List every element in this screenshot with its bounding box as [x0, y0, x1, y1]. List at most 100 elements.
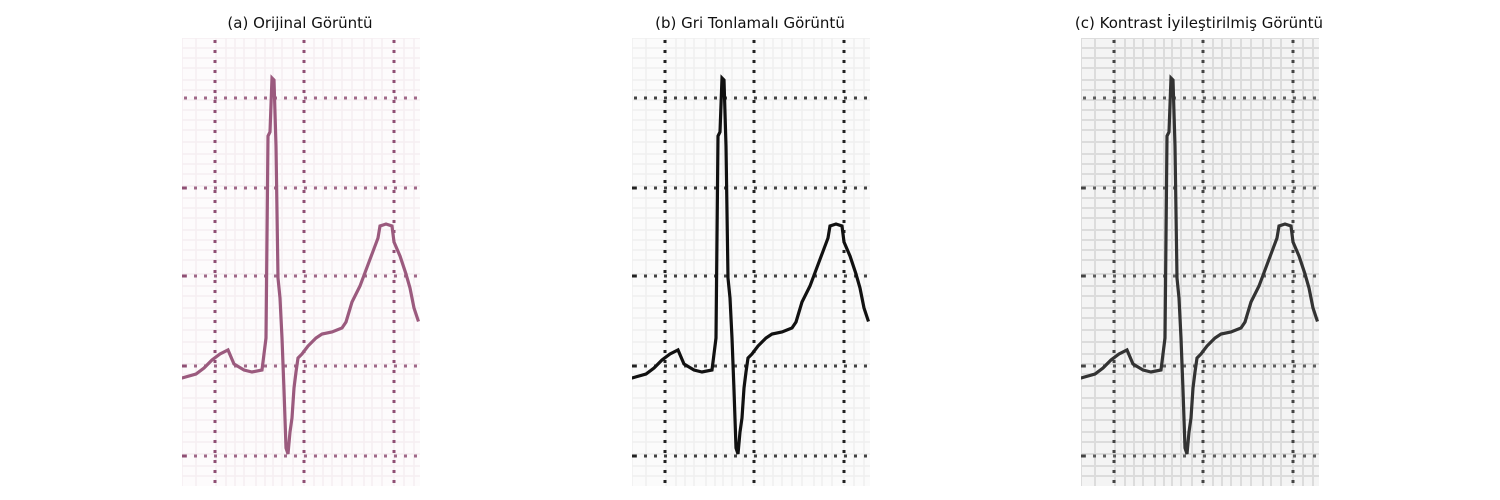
grid-dot	[1291, 440, 1295, 443]
grid-dot	[334, 454, 337, 458]
grid-dot	[1112, 210, 1116, 213]
grid-dot	[392, 200, 396, 203]
grid-dot	[664, 186, 667, 190]
grid-dot	[694, 96, 697, 100]
grid-dot	[1201, 420, 1205, 423]
grid-dot	[854, 186, 857, 190]
grid-dot	[752, 260, 756, 263]
grid-dot	[814, 364, 817, 368]
grid-dot	[1291, 120, 1295, 123]
grid-dot	[1112, 70, 1116, 73]
grid-dot	[704, 454, 707, 458]
grid-dot	[1203, 96, 1206, 100]
grid-dot	[1213, 186, 1216, 190]
grid-dot	[213, 110, 217, 113]
grid-dot	[864, 186, 867, 190]
grid-dot	[392, 360, 396, 363]
grid-dot	[1293, 274, 1296, 278]
grid-dot	[394, 274, 397, 278]
grid-dot	[754, 186, 757, 190]
panel-b-title: (b) Gri Tonlamalı Görüntü	[655, 14, 845, 32]
grid-dot	[842, 290, 846, 293]
grid-dot	[1133, 96, 1136, 100]
grid-dot	[1183, 364, 1186, 368]
grid-dot	[302, 140, 306, 143]
grid-dot	[1112, 250, 1116, 253]
grid-dot	[1081, 454, 1085, 458]
grid-dot	[1291, 80, 1295, 83]
grid-dot	[304, 274, 307, 278]
grid-dot	[794, 96, 797, 100]
grid-dot	[1093, 96, 1096, 100]
grid-dot	[1163, 186, 1166, 190]
grid-dot	[842, 270, 846, 273]
grid-dot	[1233, 96, 1236, 100]
grid-dot	[663, 330, 667, 333]
grid-dot	[364, 186, 367, 190]
grid-dot	[392, 110, 396, 113]
grid-dot	[704, 274, 707, 278]
grid-dot	[213, 80, 217, 83]
grid-dot	[1112, 460, 1116, 463]
grid-dot	[392, 160, 396, 163]
grid-dot	[392, 190, 396, 193]
grid-dot	[213, 220, 217, 223]
grid-dot	[392, 210, 396, 213]
grid-dot	[842, 170, 846, 173]
grid-dot	[1201, 390, 1205, 393]
grid-dot	[842, 180, 846, 183]
ecg-trace	[182, 74, 420, 455]
grid-dot	[644, 274, 647, 278]
grid-dot	[1153, 274, 1156, 278]
grid-dot	[392, 60, 396, 63]
grid-dot	[1143, 96, 1146, 100]
grid-dot	[664, 364, 667, 368]
grid-dot	[1112, 340, 1116, 343]
grid-dot	[1291, 360, 1295, 363]
grid-dot	[663, 240, 667, 243]
grid-dot	[204, 274, 207, 278]
grid-dot	[1253, 96, 1256, 100]
grid-dot	[663, 130, 667, 133]
grid-dot	[194, 274, 197, 278]
grid-dot	[404, 364, 407, 368]
grid-dot	[392, 80, 396, 83]
grid-dot	[254, 364, 257, 368]
grid-dot	[752, 480, 756, 483]
grid-dot	[1291, 70, 1295, 73]
grid-dot	[842, 460, 846, 463]
grid-dot	[344, 454, 347, 458]
grid-dot	[1291, 300, 1295, 303]
grid-dot	[213, 90, 217, 93]
grid-dot	[344, 96, 347, 100]
grid-dot	[764, 364, 767, 368]
grid-dot	[1213, 454, 1216, 458]
grid-dot	[784, 454, 787, 458]
grid-dot	[1081, 186, 1085, 190]
grid-dot	[663, 170, 667, 173]
grid-dot	[752, 100, 756, 103]
grid-dot	[324, 364, 327, 368]
grid-dot	[392, 100, 396, 103]
grid-dot	[842, 140, 846, 143]
grid-dot	[752, 380, 756, 383]
grid-dot	[664, 274, 667, 278]
grid-dot	[752, 300, 756, 303]
grid-dot	[1143, 274, 1146, 278]
grid-dot	[384, 274, 387, 278]
grid-dot	[213, 230, 217, 233]
grid-dot	[663, 390, 667, 393]
grid-dot	[392, 170, 396, 173]
grid-dot	[392, 470, 396, 473]
grid-dot	[213, 360, 217, 363]
grid-dot	[302, 310, 306, 313]
grid-dot	[334, 186, 337, 190]
grid-dot	[1112, 390, 1116, 393]
grid-dot	[774, 454, 777, 458]
grid-dot	[663, 370, 667, 373]
grid-dot	[392, 340, 396, 343]
grid-dot	[213, 290, 217, 293]
grid-dot	[842, 210, 846, 213]
grid-dot	[663, 290, 667, 293]
grid-dot	[1291, 250, 1295, 253]
